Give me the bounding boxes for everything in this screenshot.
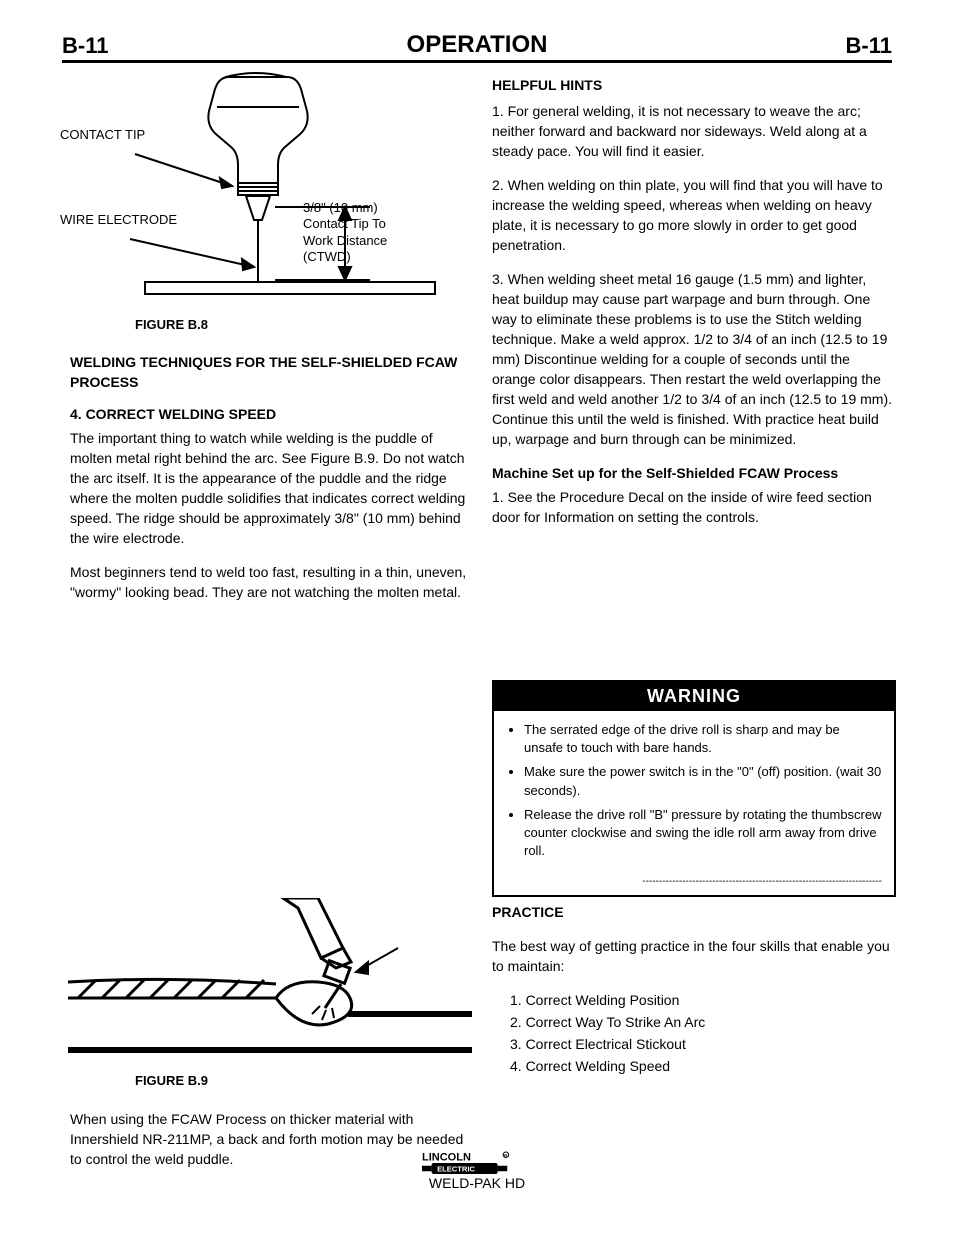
warning-heading: WARNING	[494, 682, 894, 711]
page: B-11 B-11 OPERATION	[0, 0, 954, 1235]
figure-8-caption: FIGURE B.8	[135, 317, 208, 332]
practice-item-4: 4. Correct Welding Speed	[510, 1056, 892, 1076]
machine-setup-heading: Machine Set up for the Self-Shielded FCA…	[492, 463, 892, 483]
header-rule	[62, 60, 892, 63]
svg-text:LINCOLN: LINCOLN	[422, 1151, 471, 1163]
page-title: OPERATION	[0, 31, 954, 59]
left-column: WELDING TECHNIQUES FOR THE SELF-SHIELDED…	[70, 342, 470, 602]
warning-divider: ----------------------------------------…	[494, 876, 894, 895]
warning-item-3: Release the drive roll "B" pressure by r…	[524, 806, 882, 861]
svg-text:ELECTRIC: ELECTRIC	[437, 1164, 475, 1173]
practice-item-3: 3. Correct Electrical Stickout	[510, 1034, 892, 1054]
label-wire-electrode: WIRE ELECTRODE	[60, 212, 177, 228]
machine-setup-step1: 1. See the Procedure Decal on the inside…	[492, 487, 892, 527]
label-ctwd: 3/8" (10 mm) Contact Tip To Work Distanc…	[303, 200, 387, 265]
hint-3: 3. When welding sheet metal 16 gauge (1.…	[492, 269, 892, 449]
step4-heading: 4. CORRECT WELDING SPEED	[70, 404, 470, 424]
right-column-practice: PRACTICE The best way of getting practic…	[492, 902, 892, 1078]
helpful-hints-heading: HELPFUL HINTS	[492, 75, 892, 95]
figure-8: CONTACT TIP WIRE ELECTRODE 3/8" (10 mm) …	[70, 72, 440, 332]
practice-heading: PRACTICE	[492, 902, 892, 922]
label-contact-tip: CONTACT TIP	[60, 127, 145, 143]
lincoln-electric-logo-icon: LINCOLN R ELECTRIC	[422, 1148, 532, 1178]
practice-item-2: 2. Correct Way To Strike An Arc	[510, 1012, 892, 1032]
figure-9-svg	[68, 898, 472, 1068]
hint-1: 1. For general welding, it is not necess…	[492, 101, 892, 161]
footer-model: WELD-PAK HD	[0, 1175, 954, 1191]
section-title: WELDING TECHNIQUES FOR THE SELF-SHIELDED…	[70, 352, 470, 392]
figure-9	[68, 898, 472, 1068]
warning-item-2: Make sure the power switch is in the "0"…	[524, 763, 882, 799]
step4-body-1: The important thing to watch while weldi…	[70, 428, 470, 548]
practice-body: The best way of getting practice in the …	[492, 936, 892, 976]
svg-text:R: R	[504, 1154, 508, 1160]
warning-body: The serrated edge of the drive roll is s…	[494, 711, 894, 876]
step4-body-2: Most beginners tend to weld too fast, re…	[70, 562, 470, 602]
figure-9-caption: FIGURE B.9	[135, 1073, 208, 1088]
hint-2: 2. When welding on thin plate, you will …	[492, 175, 892, 255]
right-column: HELPFUL HINTS 1. For general welding, it…	[492, 75, 892, 541]
practice-item-1: 1. Correct Welding Position	[510, 990, 892, 1010]
warning-box: WARNING The serrated edge of the drive r…	[492, 680, 896, 897]
warning-item-1: The serrated edge of the drive roll is s…	[524, 721, 882, 757]
